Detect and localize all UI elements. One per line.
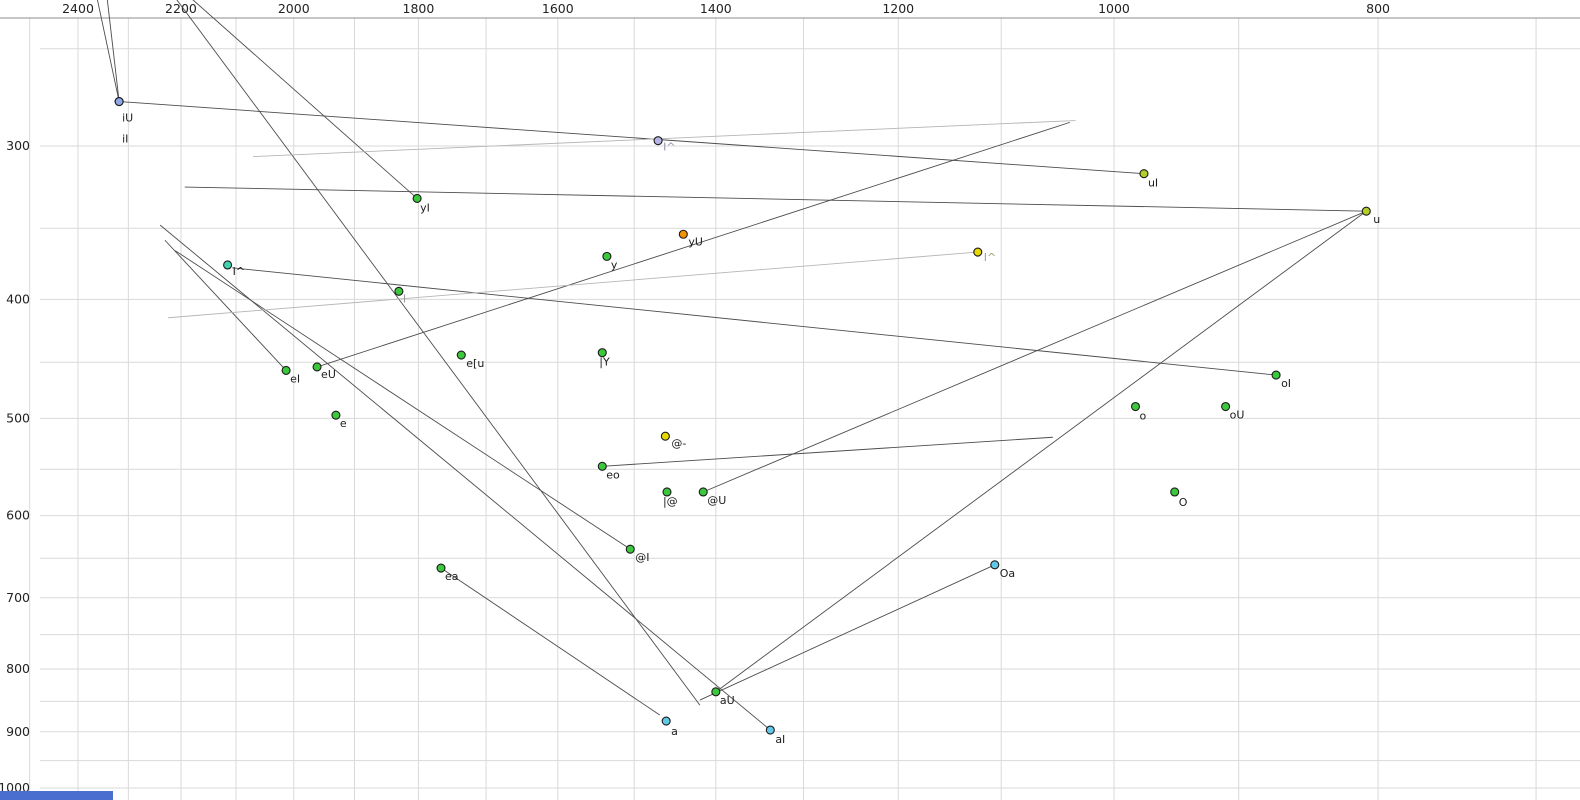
- vowel-point-eI: [281, 365, 291, 375]
- vowel-point-yI: [412, 193, 422, 203]
- vowel-label: a: [671, 725, 678, 738]
- bottom-left-blue-bar: [0, 791, 113, 800]
- trajectory-line: [699, 564, 995, 701]
- vowel-label: aU: [720, 694, 735, 707]
- trajectory-line: [184, 186, 1367, 212]
- vowel-point-|@: [662, 487, 672, 497]
- vowel-label: aI: [775, 733, 785, 746]
- vowel-point-oI: [1271, 370, 1281, 380]
- vowel-point-I^: [223, 260, 233, 270]
- vowel-label: @I: [635, 551, 649, 564]
- x-axis-tick-label: 800: [1366, 1, 1390, 16]
- vowel-point-@I: [625, 544, 635, 554]
- vowel-point-ea: [436, 563, 446, 573]
- vowel-point-O: [1170, 487, 1180, 497]
- vowel-label: y: [611, 258, 618, 271]
- vowel-label: e: [340, 417, 347, 430]
- vowel-point-a: [661, 716, 671, 726]
- y-axis-tick-label: 700: [6, 590, 30, 605]
- x-axis-tick-label: 1000: [1098, 1, 1130, 16]
- x-axis-tick-label: 1800: [403, 1, 435, 16]
- x-axis-tick-label: 2400: [62, 1, 94, 16]
- vowel-label: @U: [707, 494, 726, 507]
- trajectory-line: [159, 224, 771, 731]
- trajectory-line: [168, 251, 978, 319]
- vowel-label: ea: [445, 570, 459, 583]
- vowel-label: |Y: [599, 356, 610, 369]
- y-axis-tick-label: 500: [6, 410, 30, 425]
- x-axis-tick-label: 2200: [165, 1, 197, 16]
- vowel-point-Oa: [990, 560, 1000, 570]
- vowel-label: iI: [122, 133, 128, 146]
- vowel-label: u: [1373, 213, 1380, 226]
- trajectory-line: [232, 267, 1277, 376]
- vowel-point-uI: [1139, 169, 1149, 179]
- vowel-point-@U: [698, 487, 708, 497]
- y-axis-tick-label: 600: [6, 508, 30, 523]
- vowel-label: yU: [688, 235, 703, 248]
- vowel-label: Oa: [1000, 567, 1015, 580]
- trajectory-line: [176, 0, 701, 706]
- x-axis-tick-label: 1400: [700, 1, 732, 16]
- vowel-point-eU: [312, 362, 322, 372]
- y-axis-tick-label: 900: [6, 724, 30, 739]
- vowel-point-|Y: [597, 348, 607, 358]
- vowel-point-u: [1361, 206, 1371, 216]
- vowel-label: o: [1139, 410, 1146, 423]
- vowel-label: I^: [663, 141, 675, 154]
- trajectory-line: [164, 239, 287, 371]
- vowel-point-iI: [114, 96, 124, 107]
- vowel-label: eo: [606, 468, 620, 481]
- vowel-label: oU: [1230, 409, 1245, 422]
- trajectory-line: [703, 210, 1367, 493]
- x-axis-tick-label: 2000: [278, 1, 310, 16]
- vowel-point-aU: [711, 687, 721, 697]
- vowel-point-eo: [597, 461, 607, 471]
- trajectory-line: [192, 0, 418, 199]
- vowel-point-I: [394, 286, 404, 296]
- vowel-label: yI: [420, 201, 430, 214]
- trajectory-line: [253, 120, 1076, 158]
- vowel-point-e: [331, 410, 341, 420]
- vowel-point-o: [1130, 401, 1141, 412]
- trajectory-line: [715, 210, 1367, 693]
- trajectory-line: [602, 436, 1053, 467]
- vowel-label: O: [1179, 496, 1188, 509]
- vowel-point-e[u: [456, 350, 466, 360]
- vowel-point-@-: [660, 431, 670, 441]
- x-axis-tick-label: 1600: [542, 1, 574, 16]
- vowel-label: eU: [321, 368, 336, 381]
- trajectory-line: [440, 567, 660, 716]
- vowel-label: @-: [671, 437, 686, 450]
- y-axis-tick-label: 800: [6, 661, 30, 676]
- y-axis-tick-label: 400: [6, 291, 30, 306]
- vowel-label: I^: [233, 265, 245, 278]
- trajectory-line: [97, 0, 120, 102]
- vowel-label: iU: [122, 112, 133, 125]
- vowel-label: |@: [663, 495, 678, 508]
- vowel-label: I: [403, 292, 406, 305]
- vowel-point-y: [602, 251, 612, 261]
- vowel-point-I^: [973, 247, 983, 257]
- trajectory-line: [316, 121, 1071, 368]
- vowel-label: oI: [1281, 377, 1291, 390]
- vowel-label: e[u: [466, 357, 484, 370]
- vowel-point-yU: [678, 229, 688, 239]
- vowel-point-aI: [765, 725, 775, 735]
- y-axis-tick-label: 300: [6, 138, 30, 153]
- vowel-label: eI: [290, 372, 300, 385]
- vowel-point-I^: [653, 136, 663, 146]
- vowel-label: I^: [984, 251, 996, 264]
- vowel-point-oU: [1221, 401, 1231, 412]
- trajectory-line: [106, 0, 120, 102]
- trajectory-line: [119, 101, 1144, 175]
- trajectory-line: [174, 250, 631, 550]
- x-axis-tick-label: 1200: [882, 1, 914, 16]
- vowel-label: uI: [1148, 177, 1158, 190]
